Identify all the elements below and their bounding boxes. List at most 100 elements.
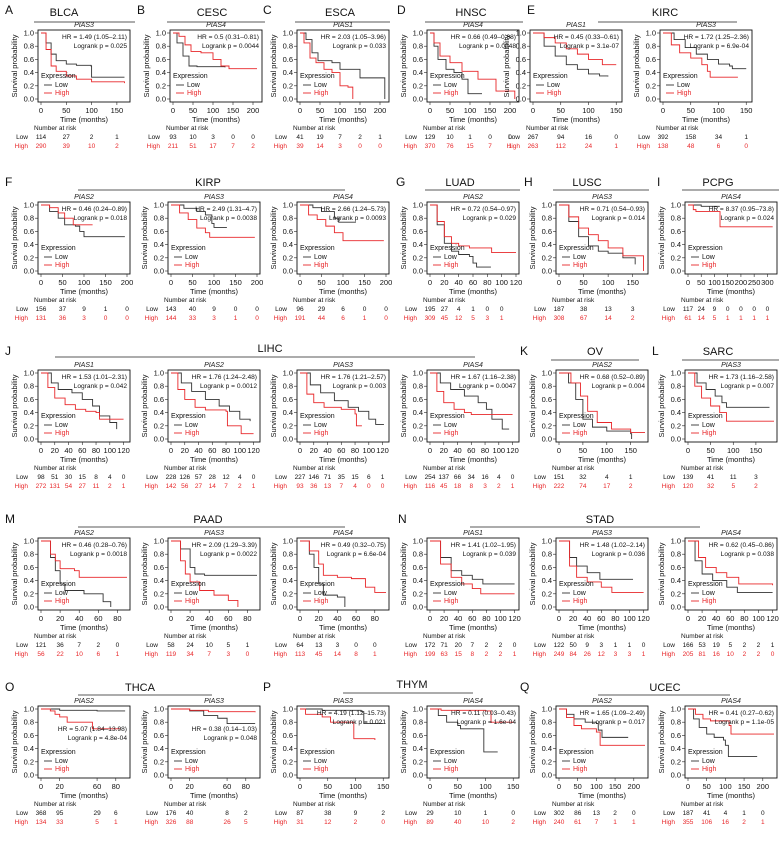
low-expression-curve [41,540,112,607]
risk-low-value: 122 [554,642,565,649]
risk-low-value: 2 [358,134,362,141]
x-tick-label: 0 [557,278,561,287]
legend-low-label: Low [444,422,458,429]
risk-high-value: 7 [231,143,235,150]
y-tick-label: 0.8 [283,382,293,391]
logrank-p: Logrank p = 0.017 [592,719,646,726]
risk-low-value: 0 [508,134,512,141]
risk-low-value: 0 [488,134,492,141]
risk-row-high-label: High [274,315,288,322]
x-tick-label: 40 [75,614,83,623]
risk-high-value: 355 [683,819,694,826]
logrank-p: Logrank p = 0.042 [74,383,128,390]
logrank-p: Logrank p = 0.003 [333,383,387,390]
risk-high-value: 1 [632,819,636,826]
y-tick-label: 1.0 [24,705,34,714]
y-tick-label: 0.8 [283,718,293,727]
x-tick-label: 80 [483,278,491,287]
x-tick-label: 80 [481,446,489,455]
y-axis-label: Survival probability [269,374,278,437]
risk-high-value: 10 [76,651,84,658]
hazard-ratio: HR = 8.37 (0.95–73.8) [709,206,774,213]
risk-low-value: 41 [703,810,711,817]
y-tick-label: 0.4 [283,240,293,249]
risk-table-title: Number at risk [293,125,336,132]
risk-high-value: 1 [500,315,504,322]
y-tick-label: 0.2 [283,589,293,598]
risk-low-value: 0 [500,306,504,313]
y-tick-label: 0.0 [24,603,34,612]
x-axis-label: Time (months) [319,455,368,464]
high-expression-curve [663,32,738,78]
x-tick-label: 0 [39,278,43,287]
y-tick-label: 0.6 [542,395,552,404]
plot-frame [426,537,520,611]
y-tick-label: 0.8 [413,42,423,51]
legend-title: Expression [173,73,208,80]
x-tick-label: 0 [39,614,43,623]
risk-high-value: 22 [56,651,64,658]
y-tick-label: 0.2 [283,81,293,90]
risk-table-title: Number at risk [423,801,466,808]
risk-row-low-label: Low [534,306,546,313]
hazard-ratio: HR = 0.46 (0.24–0.89) [62,206,127,213]
y-axis-label: Survival probability [10,710,19,773]
high-expression-curve [533,32,617,66]
risk-high-value: 51 [189,143,197,150]
risk-low-value: 2 [613,810,617,817]
y-tick-label: 0.8 [154,382,164,391]
y-tick-label: 0.8 [542,214,552,223]
x-tick-label: 300 [761,278,774,287]
risk-low-value: 93 [169,134,177,141]
risk-table-title: Number at risk [552,465,595,472]
risk-row-low-label: Low [508,134,520,141]
gene-label: PIAS3 [696,22,716,29]
risk-high-value: 0 [246,651,250,658]
gene-label: PIAS3 [333,362,353,369]
legend-title: Expression [300,581,335,588]
y-tick-label: 0.2 [671,589,681,598]
panel-letter: K [520,344,528,358]
x-tick-label: 100 [712,106,725,115]
panel-letter: P [263,680,271,694]
cancer-type-title: THCA [125,682,156,694]
risk-low-value: 0 [726,306,730,313]
risk-table-title: Number at risk [34,125,77,132]
risk-table-title: Number at risk [293,465,336,472]
legend-title: Expression [688,581,723,588]
x-tick-label: 60 [223,782,231,791]
y-tick-label: 1.0 [413,369,423,378]
risk-low-value: 19 [713,642,721,649]
logrank-p: Logrank p = 6.9e-04 [690,43,750,50]
panel-group-esca: C ESCA [263,3,390,23]
x-tick-label: 50 [687,106,695,115]
panel-letter: M [5,512,15,526]
gene-label: PIAS3 [721,362,741,369]
cancer-type-title: ESCA [325,7,356,19]
x-tick-label: 20 [186,614,194,623]
hazard-ratio: HR = 1.73 (1.16–2.58) [709,374,774,381]
risk-low-value: 40 [189,306,197,313]
y-tick-label: 0.8 [283,42,293,51]
legend-high-label: High [547,90,562,97]
legend-high-label: High [55,766,70,773]
risk-low-value: 1 [771,642,775,649]
risk-row-high-label: High [533,651,547,658]
legend-title: Expression [41,73,76,80]
x-axis-label: Time (months) [449,791,498,800]
risk-high-value: 138 [658,143,669,150]
number-at-risk-table: Number at risk Low High 96 29 6 0 0 191 44 6 1 0 [274,297,389,322]
risk-low-value: 3 [631,306,635,313]
y-tick-label: 1.0 [283,705,293,714]
risk-low-value: 0 [252,474,256,481]
legend-high-label: High [185,430,200,437]
y-axis-label: Survival probability [657,710,666,773]
